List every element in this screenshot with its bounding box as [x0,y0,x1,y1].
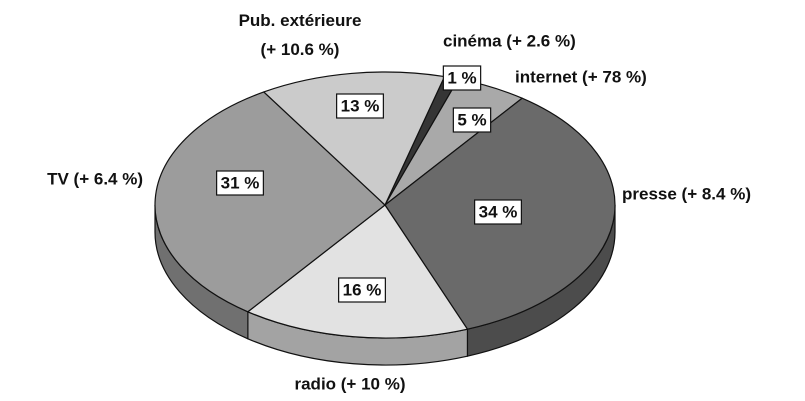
slice [263,71,446,206]
value-label: 34 % [479,202,518,221]
value-label-box [474,199,522,225]
slice [247,204,469,339]
category-label: presse (+ 8.4 %) [622,184,751,203]
value-label: 31 % [221,173,260,192]
category-label: Pub. extérieure (+ 10.6 %) [239,11,362,59]
value-label: 1 % [447,68,476,87]
value-label-box [338,277,386,303]
value-label: 16 % [343,280,382,299]
value-label-box [452,107,492,133]
value-label-box [216,170,264,196]
value-label-box [336,93,384,119]
value-label-box [442,65,482,91]
slice [154,91,386,313]
value-label: 5 % [457,110,486,129]
category-label: TV (+ 6.4 %) [47,169,143,188]
category-label: internet (+ 78 %) [515,67,647,86]
category-label-line: (+ 10.6 %) [261,40,340,59]
value-label: 13 % [341,96,380,115]
category-label-line: Pub. extérieure [239,11,362,30]
category-label: radio (+ 10 %) [294,374,405,393]
category-label: cinéma (+ 2.6 %) [443,31,576,50]
